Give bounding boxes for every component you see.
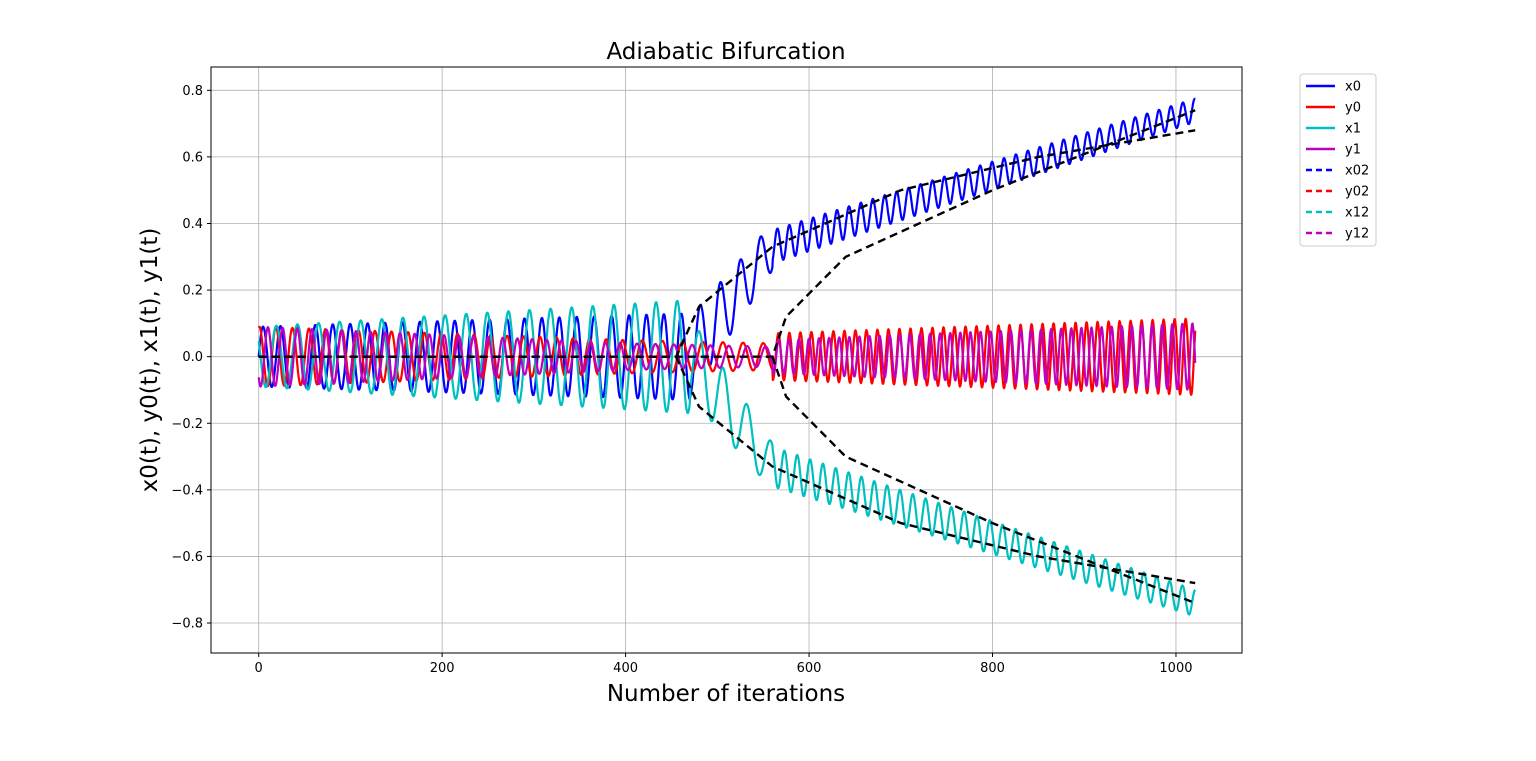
y-axis-ticks: −0.8 −0.6 −0.4 −0.2 0.0 0.2 0.4 0.6 0.8 (171, 84, 211, 632)
legend-frame (1299, 73, 1377, 247)
legend-label-x1: x1 (1345, 122, 1361, 137)
y-axis-title: x0(t), y0(t), x1(t), y1(t) (137, 228, 163, 493)
legend-label-y0: y0 (1345, 101, 1361, 116)
series-x1-line (257, 299, 1196, 616)
y-tick-label: −0.8 (171, 617, 203, 632)
chart-title: Adiabatic Bifurcation (606, 39, 845, 65)
series-x0-line (257, 97, 1196, 401)
reference-curve-3 (258, 109, 1196, 358)
x-tick-label: 800 (980, 661, 1005, 676)
legend-label-y1: y1 (1345, 143, 1361, 158)
legend-label-x02: x02 (1345, 164, 1369, 179)
series-layer (257, 97, 1197, 616)
x-axis-title: Number of iterations (607, 681, 845, 707)
x-tick-label: 200 (430, 661, 455, 676)
y-tick-label: 0.2 (182, 284, 203, 299)
x-tick-label: 1000 (1159, 661, 1192, 676)
y-tick-label: −0.6 (171, 550, 203, 565)
series-y1-line (257, 322, 1197, 391)
y-tick-label: 0.0 (182, 350, 203, 365)
y-tick-label: −0.2 (171, 417, 203, 432)
legend: x0 y0 x1 y1 x02 y02 x12 y12 (1299, 73, 1377, 247)
y-tick-label: 0.4 (182, 217, 203, 232)
reference-curves (258, 109, 1196, 605)
legend-label-x0: x0 (1345, 80, 1361, 95)
legend-label-y12: y12 (1345, 227, 1369, 242)
y-tick-label: −0.4 (171, 483, 203, 498)
x-tick-label: 400 (613, 661, 638, 676)
series-y0-line (257, 317, 1197, 396)
x-axis-ticks: 0 200 400 600 800 1000 (255, 653, 1193, 676)
plot-frame (210, 66, 1243, 654)
reference-curve-2 (675, 356, 1196, 585)
x-tick-label: 600 (797, 661, 822, 676)
y-tick-label: 0.6 (182, 150, 203, 165)
legend-label-x12: x12 (1345, 206, 1369, 221)
legend-label-y02: y02 (1345, 185, 1369, 200)
x-tick-label: 0 (255, 661, 263, 676)
y-tick-label: 0.8 (182, 84, 203, 99)
reference-curve-4 (771, 356, 1196, 605)
